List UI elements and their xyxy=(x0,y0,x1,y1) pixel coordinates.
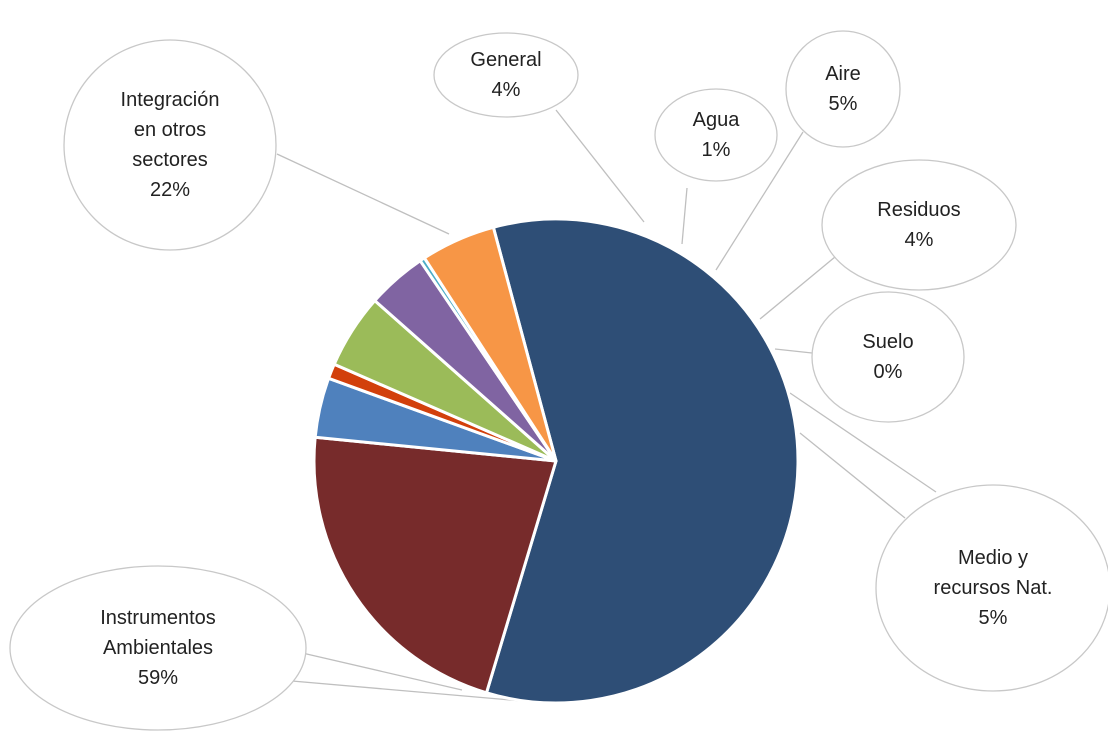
category-label-integracion-en-otros-sectores: Integración xyxy=(121,89,220,111)
leader-line-medio-y-recursos-nat xyxy=(789,392,937,493)
callout-bubble-instrumentos-ambientales xyxy=(9,565,307,731)
leader-line-medio-y-recursos-nat-b xyxy=(799,432,906,519)
data-label-integracion-en-otros-sectores: 22% xyxy=(150,179,190,201)
callout-instrumentos-ambientales: Instrumentos Ambientales 59% xyxy=(9,565,307,731)
callout-bubble-general xyxy=(433,32,579,118)
leader-line-instrumentos-ambientales-b xyxy=(297,651,463,691)
data-label-residuos: 4% xyxy=(905,229,934,251)
callout-aire: Aire 5% xyxy=(785,30,901,148)
category-label-residuos: Residuos xyxy=(877,199,960,221)
data-label-aire: 5% xyxy=(829,93,858,115)
callout-general: General 4% xyxy=(433,32,579,118)
callout-agua: Agua 1% xyxy=(654,88,778,182)
category-label-aire: Aire xyxy=(825,63,861,85)
pie-slice-integracion-en-otros-sectores xyxy=(312,435,558,695)
data-label-suelo: 0% xyxy=(874,361,903,383)
leader-line-agua xyxy=(681,187,688,245)
data-label-medio-y-recursos-nat: 5% xyxy=(979,607,1008,629)
category-label-suelo: Suelo xyxy=(862,331,913,353)
category-label-integracion-en-otros-sectores: sectores xyxy=(132,149,208,171)
pie-slice-instrumentos-ambientales xyxy=(484,217,800,705)
callout-residuos: Residuos 4% xyxy=(821,159,1017,291)
leader-line-integracion-en-otros-sectores xyxy=(276,153,450,235)
callout-bubble-residuos xyxy=(821,159,1017,291)
leader-line-suelo xyxy=(774,348,813,354)
callout-bubble-integracion-en-otros-sectores xyxy=(63,39,277,251)
category-label-medio-y-recursos-nat: recursos Nat. xyxy=(934,577,1053,599)
category-label-agua: Agua xyxy=(693,109,741,131)
data-label-general: 4% xyxy=(492,79,521,101)
category-label-medio-y-recursos-nat: Medio y xyxy=(958,547,1028,569)
callout-labels: Instrumentos Ambientales 59% Integración en … xyxy=(9,30,1108,731)
category-label-integracion-en-otros-sectores: en otros xyxy=(134,119,206,141)
pie-slices xyxy=(312,217,800,705)
leader-line-general xyxy=(555,109,645,223)
callout-medio-y-recursos-nat: Medio y recursos Nat. 5% xyxy=(875,484,1108,692)
category-label-instrumentos-ambientales: Instrumentos xyxy=(100,607,216,629)
pie-slice-medio-y-recursos-nat xyxy=(422,225,558,463)
data-label-agua: 1% xyxy=(702,139,731,161)
leader-lines xyxy=(276,109,937,702)
callout-bubble-suelo xyxy=(811,291,965,423)
callout-bubble-medio-y-recursos-nat xyxy=(875,484,1108,692)
callout-suelo: Suelo 0% xyxy=(811,291,965,423)
leader-line-residuos xyxy=(759,251,842,320)
leader-line-aire xyxy=(715,131,804,271)
callout-integracion-en-otros-sectores: Integración en otros sectores 22% xyxy=(63,39,277,251)
leader-line-instrumentos-ambientales xyxy=(291,680,523,702)
callout-bubble-agua xyxy=(654,88,778,182)
data-label-instrumentos-ambientales: 59% xyxy=(138,667,178,689)
callout-bubble-aire xyxy=(785,30,901,148)
category-label-general: General xyxy=(470,49,541,71)
category-label-instrumentos-ambientales: Ambientales xyxy=(103,637,213,659)
